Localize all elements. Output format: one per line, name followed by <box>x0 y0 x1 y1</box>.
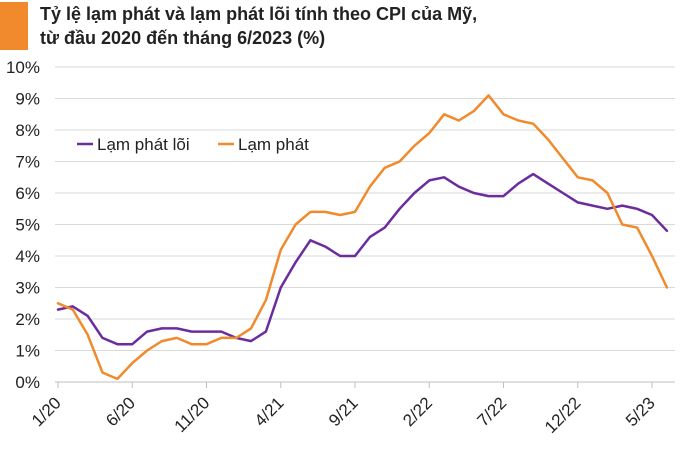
chart-title-line-1: Tỷ lệ lạm phát và lạm phát lõi tính theo… <box>40 4 478 24</box>
y-tick-label: 2% <box>15 310 40 329</box>
title-accent-bar <box>0 2 28 50</box>
core-inflation-line <box>56 172 669 346</box>
y-tick-label: 0% <box>15 373 40 392</box>
y-tick-label: 3% <box>15 279 40 298</box>
x-tick-label: 2/22 <box>399 393 436 430</box>
x-tick-label: 11/20 <box>171 393 214 436</box>
chart-title: Tỷ lệ lạm phát và lạm phát lõi tính theo… <box>40 2 477 50</box>
chart-title-line-2: từ đầu 2020 đến tháng 6/2023 (%) <box>40 28 326 48</box>
y-tick-label: 7% <box>15 153 40 172</box>
y-tick-label: 4% <box>15 247 40 266</box>
x-tick-label: 1/20 <box>28 393 65 430</box>
y-tick-label: 10% <box>6 58 40 77</box>
legend-label-core: Lạm phát lõi <box>97 135 190 154</box>
x-tick-label: 7/22 <box>473 393 510 430</box>
x-tick-label: 9/21 <box>325 393 362 430</box>
y-tick-label: 9% <box>15 90 40 109</box>
y-tick-label: 1% <box>15 342 40 361</box>
legend-label-headline: Lạm phát <box>238 135 309 154</box>
headline-inflation-line <box>56 94 669 381</box>
y-tick-label: 8% <box>15 121 40 140</box>
x-tick-label: 5/23 <box>622 393 659 430</box>
y-tick-label: 5% <box>15 216 40 235</box>
x-tick-label: 12/22 <box>541 393 585 437</box>
x-tick-label: 6/20 <box>102 393 139 430</box>
y-tick-label: 6% <box>15 184 40 203</box>
x-tick-label: 4/21 <box>251 393 288 430</box>
